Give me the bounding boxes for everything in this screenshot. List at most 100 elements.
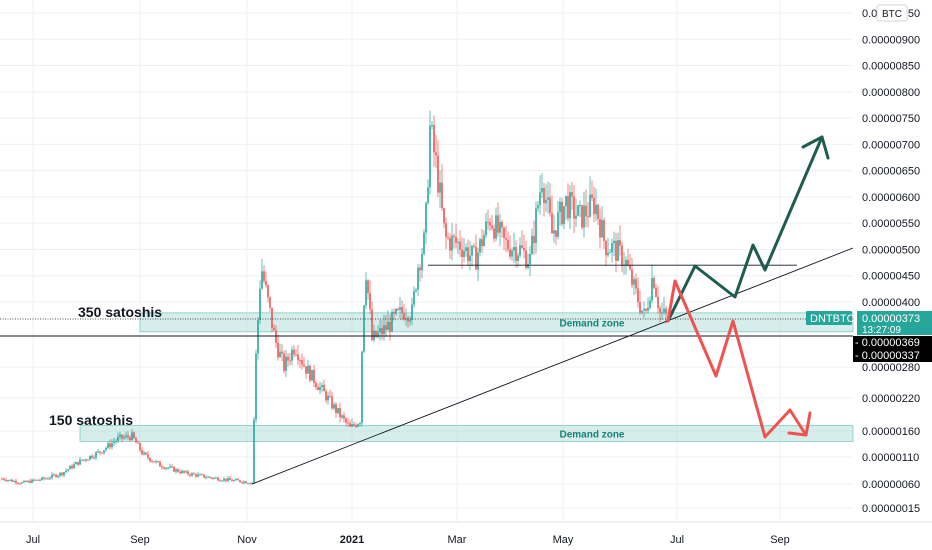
level-tag	[853, 349, 932, 362]
candle-body	[135, 438, 137, 443]
candle-body	[419, 267, 421, 271]
candle-body	[295, 354, 297, 356]
candle-body	[161, 466, 163, 468]
candle-body	[447, 237, 449, 239]
candle-body	[629, 265, 631, 270]
candle-body	[573, 196, 575, 219]
candle-body	[109, 443, 111, 448]
candle-body	[303, 364, 305, 367]
candle-body	[555, 230, 557, 237]
candle-body	[259, 288, 261, 321]
candle-body	[119, 434, 121, 437]
candle-body	[537, 205, 539, 209]
y-tick-label: 0.00000900	[862, 34, 920, 46]
satoshis-annotation: 150 satoshis	[49, 412, 133, 428]
candle-body	[663, 308, 665, 313]
candle-body	[277, 342, 279, 358]
candle-body	[79, 459, 81, 465]
candle-body	[617, 240, 619, 261]
candle-body	[413, 291, 415, 305]
candle-body	[205, 477, 207, 479]
y-tick-label: 0.00000750	[862, 113, 920, 125]
candle-body	[449, 238, 451, 251]
candle-body	[513, 246, 515, 251]
candle-body	[23, 480, 25, 483]
candle-body	[95, 452, 97, 458]
candle-body	[523, 247, 525, 251]
candle-body	[191, 473, 193, 476]
candle-body	[475, 246, 477, 270]
candle-body	[647, 307, 649, 311]
y-axis[interactable]: 0.000009500.000009000.000008500.00000800…	[862, 4, 920, 515]
candle-body	[41, 477, 43, 480]
candle-body	[339, 408, 341, 418]
candle-body	[479, 239, 481, 253]
candle-body	[375, 330, 377, 337]
candle-body	[369, 293, 371, 310]
candle-body	[57, 475, 59, 478]
candle-body	[441, 182, 443, 209]
candle-body	[401, 307, 403, 314]
candle-body	[59, 472, 61, 476]
candle-body	[473, 245, 475, 247]
candle-body	[521, 245, 523, 248]
candle-body	[605, 240, 607, 256]
candle-body	[65, 470, 67, 473]
candle-body	[381, 327, 383, 335]
candle-body	[73, 464, 75, 469]
candle-body	[399, 307, 401, 310]
candle-body	[207, 476, 209, 478]
candle-body	[183, 470, 185, 473]
candle-body	[239, 480, 241, 483]
x-axis[interactable]: Jul Sep Nov 2021 Mar May Jul Sep	[26, 534, 790, 546]
candle-body	[301, 360, 303, 365]
candle-body	[345, 418, 347, 423]
demand-zones: Demand zone Demand zone	[79, 312, 854, 442]
candle-body	[89, 455, 91, 460]
candle-body	[603, 220, 605, 241]
candle-body	[81, 459, 83, 461]
candle-body	[645, 308, 647, 311]
candle-body	[371, 309, 373, 340]
candle-body	[211, 477, 213, 479]
candle-body	[517, 255, 519, 262]
candle-body	[477, 252, 479, 270]
y-tick-label: 0.00000550	[862, 218, 920, 230]
candle-body	[321, 384, 323, 387]
candle-body	[383, 325, 385, 335]
candle-body	[305, 366, 307, 374]
candle-body	[87, 459, 89, 461]
candle-body	[625, 259, 627, 265]
candle-body	[85, 459, 87, 461]
candle-body	[397, 309, 399, 311]
candle-body	[487, 221, 489, 223]
candle-body	[129, 437, 131, 441]
candle-body	[333, 404, 335, 409]
candle-body	[199, 474, 201, 476]
candle-body	[17, 483, 19, 485]
candle-body	[403, 313, 405, 320]
candle-body	[329, 395, 331, 397]
candle-body	[257, 320, 259, 354]
candle-body	[233, 480, 235, 482]
candle-body	[407, 318, 409, 322]
candle-body	[365, 280, 367, 306]
candle-body	[583, 205, 585, 228]
y-tick-label: 0.00000850	[862, 61, 920, 73]
candle-body	[285, 356, 287, 371]
candle-body	[165, 467, 167, 469]
candle-body	[541, 188, 543, 193]
candle-body	[141, 450, 143, 455]
candle-body	[627, 259, 629, 266]
candle-body	[589, 194, 591, 217]
candle-body	[393, 311, 395, 314]
candle-body	[539, 192, 541, 206]
candle-body	[349, 423, 351, 427]
candle-body	[33, 479, 35, 481]
candle-body	[327, 395, 329, 401]
candle-body	[47, 478, 49, 480]
demand-zone	[79, 425, 854, 442]
x-tick-label: Nov	[237, 534, 257, 546]
candle-body	[267, 285, 269, 298]
